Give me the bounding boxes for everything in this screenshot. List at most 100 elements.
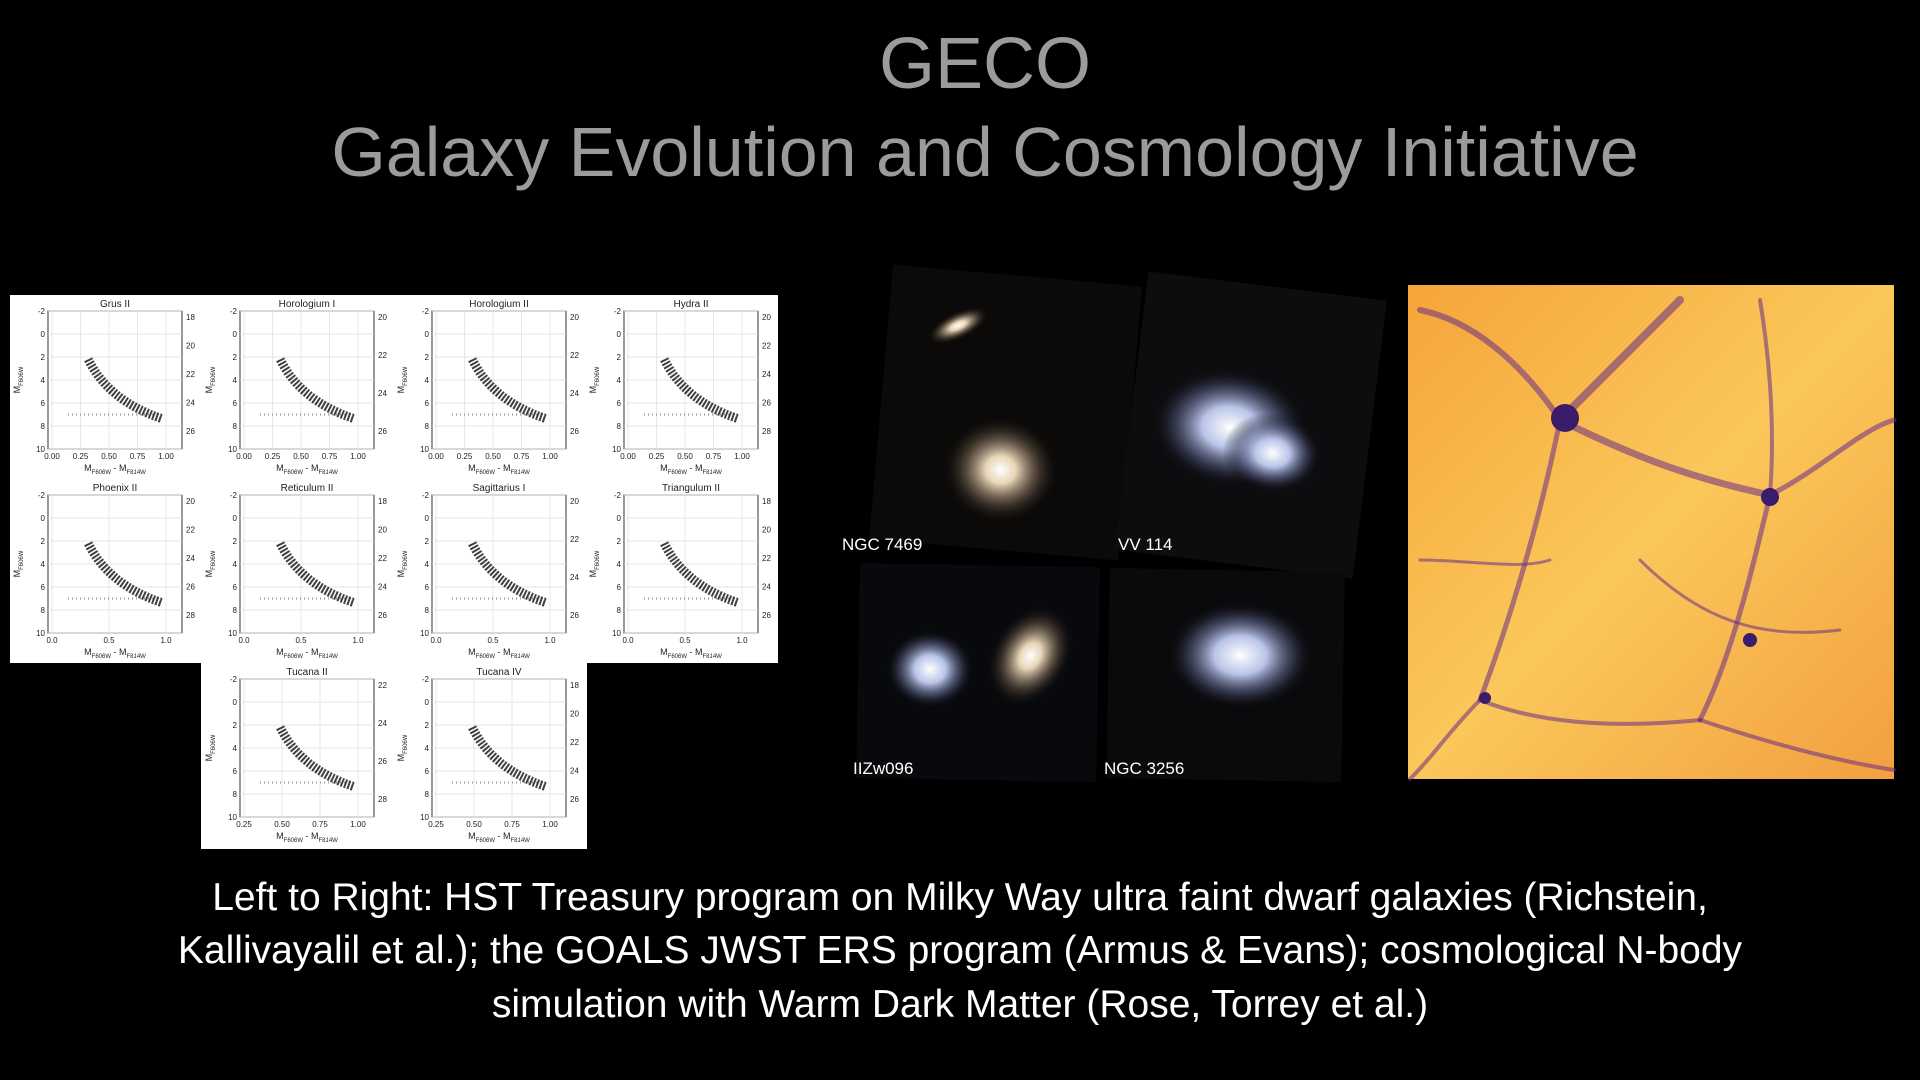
left-tick-label: 2 (425, 537, 430, 546)
y-axis-label: MF606W (12, 550, 25, 577)
x-axis-label-part: M (84, 647, 92, 657)
left-tick-label: 8 (233, 422, 238, 431)
x-tick-label: 0.0 (430, 636, 442, 645)
x-axis-label-part: - M (495, 647, 511, 657)
y-axis-label-part: M (12, 570, 22, 578)
right-tick-label: 22 (570, 738, 579, 747)
right-tick-label: 28 (186, 611, 195, 620)
right-tick-label: 22 (570, 351, 579, 360)
x-axis-label: MF606W - MF814W (660, 647, 722, 660)
y-axis-label: MF606W (396, 550, 409, 577)
left-tick-label: -2 (422, 491, 430, 500)
right-tick-label: 18 (378, 497, 387, 506)
x-axis-label-part: F606W (284, 654, 304, 660)
x-axis-label-part: F606W (476, 470, 496, 476)
left-tick-label: 6 (425, 767, 430, 776)
left-tick-label: 10 (612, 629, 621, 638)
y-axis-label: MF606W (204, 366, 217, 393)
galaxy-images: NGC 7469 VV 114 IIZw096 NGC 3256 (842, 264, 1387, 783)
left-tick-label: 4 (233, 744, 238, 753)
x-axis-label: MF606W - MF814W (84, 647, 146, 660)
x-tick-label: 0.25 (457, 452, 473, 461)
x-axis-label-part: F606W (92, 654, 112, 660)
right-tick-label: 20 (570, 497, 579, 506)
x-axis-label-part: M (468, 463, 476, 473)
title: GECO (879, 24, 1091, 104)
right-tick-label: 22 (762, 554, 771, 563)
galaxy-photo (869, 264, 1143, 561)
left-tick-label: -2 (38, 491, 46, 500)
y-axis-label-part: F606W (403, 734, 409, 754)
left-tick-label: -2 (230, 675, 238, 684)
x-axis-label-part: - M (687, 463, 703, 473)
x-tick-label: 0.75 (706, 452, 722, 461)
x-axis-label-part: M (276, 647, 284, 657)
left-tick-label: 4 (425, 560, 430, 569)
caption-line: Kallivayalil et al.); the GOALS JWST ERS… (178, 929, 1743, 972)
galaxy-photo (856, 562, 1100, 783)
right-tick-label: 22 (378, 351, 387, 360)
plot-title: Horologium I (279, 299, 336, 310)
left-tick-label: 10 (420, 445, 429, 454)
left-tick-label: 0 (425, 514, 430, 523)
y-axis-label-part: M (204, 570, 214, 578)
image-label: IIZw096 (853, 759, 913, 778)
x-axis-label-part: - M (303, 463, 319, 473)
x-axis-label-part: - M (303, 831, 319, 841)
x-tick-label: 0.5 (487, 636, 499, 645)
y-axis-label-part: M (12, 386, 22, 394)
right-tick-label: 26 (762, 399, 771, 408)
x-tick-label: 0.0 (622, 636, 634, 645)
sequence-band (84, 541, 164, 607)
left-tick-label: 0 (617, 330, 622, 339)
sequence-band (84, 357, 164, 423)
x-tick-label: 0.0 (238, 636, 250, 645)
left-tick-label: 10 (420, 629, 429, 638)
right-tick-label: 24 (570, 573, 579, 582)
left-tick-label: 2 (233, 721, 238, 730)
right-tick-label: 20 (570, 313, 579, 322)
left-tick-label: 6 (41, 583, 46, 592)
x-axis-label: MF606W - MF814W (84, 463, 146, 476)
left-tick-label: 4 (233, 560, 238, 569)
x-tick-label: 1.0 (544, 636, 556, 645)
x-axis-label-part: - M (687, 647, 703, 657)
right-tick-label: 24 (570, 767, 579, 776)
left-tick-label: 6 (617, 399, 622, 408)
y-axis-label-part: F606W (211, 550, 217, 570)
left-tick-label: 2 (425, 353, 430, 362)
left-tick-label: 8 (41, 606, 46, 615)
x-axis-label-part: M (468, 647, 476, 657)
left-tick-label: -2 (422, 675, 430, 684)
right-tick-label: 24 (570, 389, 579, 398)
panel-bg (201, 662, 587, 849)
left-tick-label: 10 (228, 629, 237, 638)
right-tick-label: 20 (378, 526, 387, 535)
x-tick-label: 1.00 (542, 820, 558, 829)
right-tick-label: 20 (762, 526, 771, 535)
x-axis-label-part: - M (111, 463, 127, 473)
left-tick-label: -2 (422, 307, 430, 316)
x-tick-label: 0.50 (293, 452, 309, 461)
image-label: NGC 3256 (1104, 759, 1184, 778)
left-tick-label: 2 (41, 353, 46, 362)
left-tick-label: 4 (425, 376, 430, 385)
x-axis-label-part: F814W (511, 470, 531, 476)
x-tick-label: 0.00 (44, 452, 60, 461)
left-tick-label: 8 (41, 422, 46, 431)
left-tick-label: 0 (233, 514, 238, 523)
x-tick-label: 0.50 (466, 820, 482, 829)
x-tick-label: 0.25 (236, 820, 252, 829)
x-axis-label-part: F814W (319, 838, 339, 844)
x-axis-label: MF606W - MF814W (660, 463, 722, 476)
plot-title: Tucana II (286, 667, 327, 678)
plot-title: Reticulum II (281, 483, 334, 494)
y-axis-label-part: M (588, 386, 598, 394)
x-tick-label: 1.0 (352, 636, 364, 645)
